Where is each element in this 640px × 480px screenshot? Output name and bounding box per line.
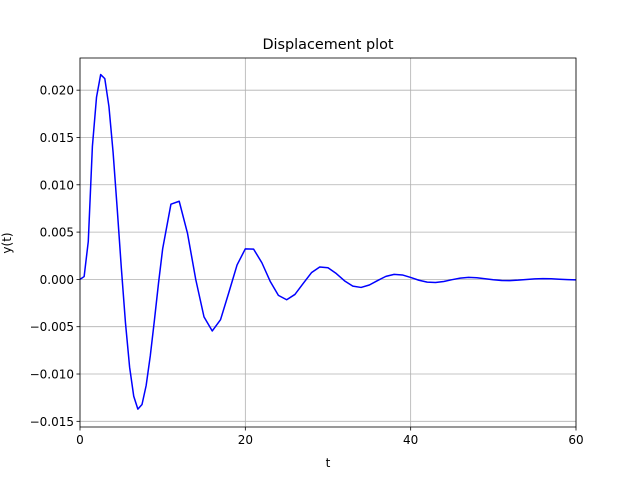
x-tick-label: 0: [76, 433, 84, 447]
y-tick-label: 0.020: [40, 84, 74, 98]
y-tick-label: 0.005: [40, 226, 74, 240]
y-tick-label: −0.010: [30, 368, 74, 382]
y-tick-label: 0.010: [40, 178, 74, 192]
y-tick-label: −0.015: [30, 415, 74, 429]
x-axis-label: t: [326, 456, 331, 470]
y-tick-label: 0.000: [40, 273, 74, 287]
x-tick-label: 40: [403, 433, 418, 447]
chart-title: Displacement plot: [262, 37, 393, 53]
x-tick-label: 20: [238, 433, 253, 447]
y-axis-label: y(t): [0, 232, 14, 253]
y-tick-label: −0.005: [30, 320, 74, 334]
data-line: [79, 73, 577, 410]
plot-frame: [79, 57, 577, 428]
x-tick-label: 60: [568, 433, 583, 447]
y-tick-label: 0.015: [40, 131, 74, 145]
